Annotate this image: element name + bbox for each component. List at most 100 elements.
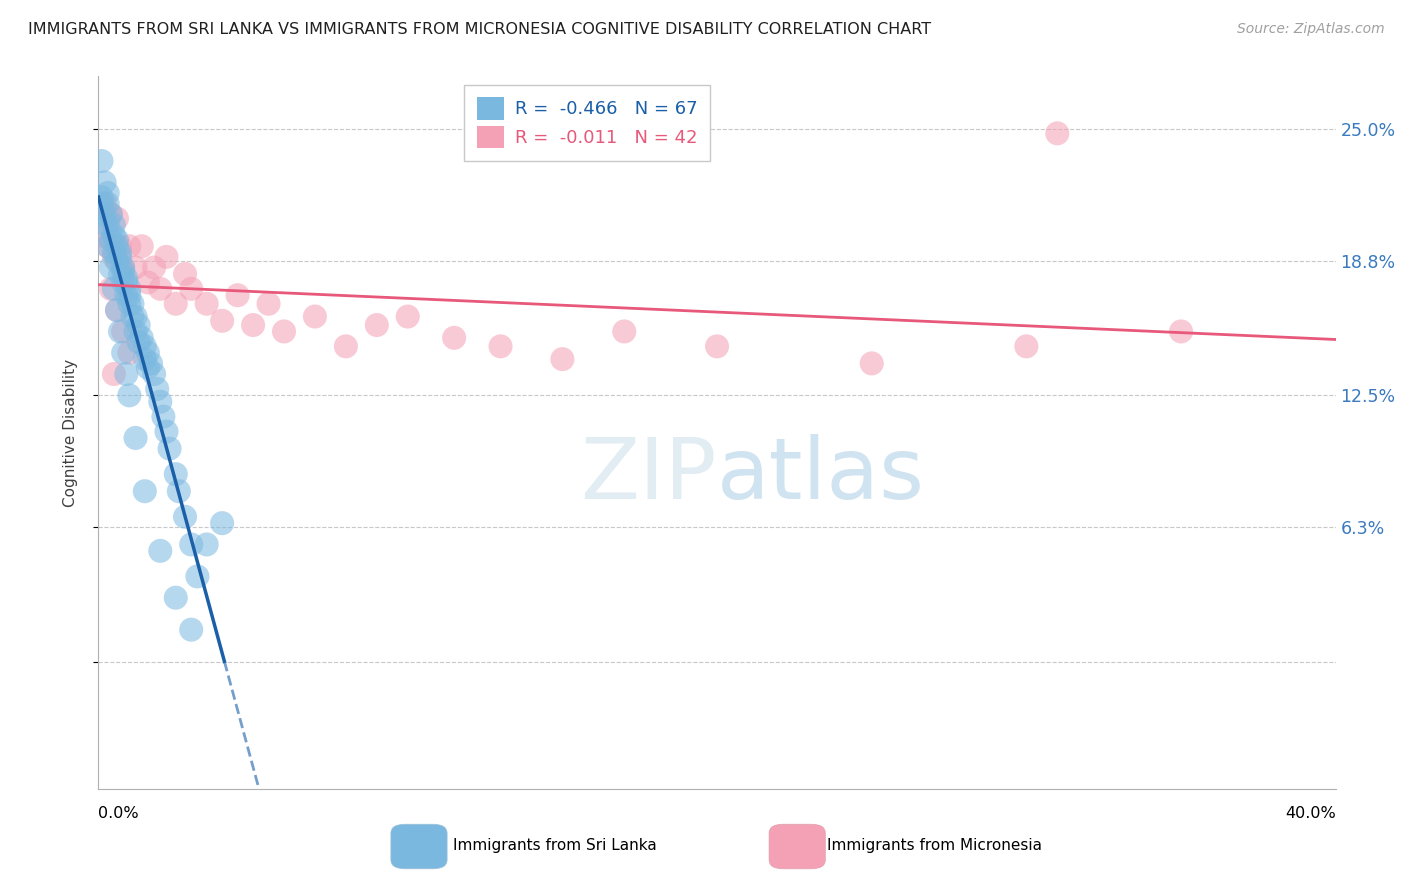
Text: 0.0%: 0.0% [98, 806, 139, 822]
Point [128, 318, 150, 332]
Text: IMMIGRANTS FROM SRI LANKA VS IMMIGRANTS FROM MICRONESIA COGNITIVE DISABILITY COR: IMMIGRANTS FROM SRI LANKA VS IMMIGRANTS … [28, 22, 931, 37]
Point [124, 431, 146, 445]
Point [136, 345, 159, 359]
Point [90, 154, 112, 169]
Point [143, 260, 166, 275]
Point [195, 537, 218, 551]
Point [131, 331, 153, 345]
Point [159, 442, 181, 456]
Point [165, 591, 187, 605]
Point [195, 297, 218, 311]
Text: Source: ZipAtlas.com: Source: ZipAtlas.com [1237, 22, 1385, 37]
Point [112, 345, 135, 359]
Point [118, 345, 141, 359]
Point [115, 367, 138, 381]
Point [93, 218, 115, 232]
Point [136, 276, 159, 290]
Point [131, 239, 153, 253]
Point [97, 186, 120, 200]
Point [105, 239, 128, 253]
Point [118, 282, 141, 296]
Point [165, 467, 187, 482]
Point [124, 325, 146, 339]
Point [180, 623, 202, 637]
Point [118, 288, 141, 302]
Point [105, 254, 128, 268]
Point [97, 239, 120, 253]
Point [103, 367, 125, 381]
Point [186, 569, 208, 583]
Point [396, 310, 419, 324]
Point [97, 196, 120, 211]
Point [105, 303, 128, 318]
Point [103, 245, 125, 260]
Text: atlas: atlas [717, 434, 925, 517]
Point [112, 260, 135, 275]
Point [1015, 339, 1038, 353]
Point [226, 288, 249, 302]
Point [103, 218, 125, 232]
Point [105, 211, 128, 226]
Point [108, 267, 131, 281]
Point [100, 207, 122, 221]
Point [108, 239, 131, 253]
Point [100, 207, 122, 221]
Point [366, 318, 388, 332]
Point [90, 190, 112, 204]
Text: Immigrants from Micronesia: Immigrants from Micronesia [828, 838, 1042, 853]
Text: 40.0%: 40.0% [1285, 806, 1336, 822]
Point [167, 484, 190, 499]
Point [1046, 126, 1069, 140]
Point [121, 310, 143, 324]
Point [706, 339, 728, 353]
Point [124, 310, 146, 324]
Point [152, 409, 174, 424]
Point [112, 265, 135, 279]
Point [93, 196, 115, 211]
Point [149, 394, 172, 409]
Point [103, 228, 125, 243]
Point [105, 233, 128, 247]
Point [118, 297, 141, 311]
Point [613, 325, 636, 339]
Text: ZIP: ZIP [581, 434, 717, 517]
Point [174, 509, 197, 524]
Point [115, 288, 138, 302]
Point [304, 310, 326, 324]
Point [118, 388, 141, 402]
Point [174, 267, 197, 281]
Point [211, 314, 233, 328]
Point [118, 239, 141, 253]
Point [105, 303, 128, 318]
Point [124, 260, 146, 275]
Point [242, 318, 264, 332]
Point [90, 228, 112, 243]
Point [443, 331, 465, 345]
Point [108, 245, 131, 260]
Point [146, 382, 169, 396]
Point [551, 352, 574, 367]
Point [211, 516, 233, 530]
Point [257, 297, 280, 311]
Point [143, 367, 166, 381]
Point [112, 260, 135, 275]
Point [100, 233, 122, 247]
Y-axis label: Cognitive Disability: Cognitive Disability [63, 359, 77, 507]
Point [860, 356, 883, 370]
Point [149, 544, 172, 558]
Point [97, 239, 120, 253]
Point [134, 339, 156, 353]
Point [108, 250, 131, 264]
Point [1170, 325, 1192, 339]
Point [115, 271, 138, 285]
Point [155, 425, 177, 439]
Point [489, 339, 512, 353]
Legend: R =  -0.466   N = 67, R =  -0.011   N = 42: R = -0.466 N = 67, R = -0.011 N = 42 [464, 85, 710, 161]
Text: Immigrants from Sri Lanka: Immigrants from Sri Lanka [454, 838, 657, 853]
Point [180, 537, 202, 551]
Point [134, 352, 156, 367]
Point [273, 325, 295, 339]
Point [180, 282, 202, 296]
Point [93, 175, 115, 189]
Point [139, 356, 162, 370]
